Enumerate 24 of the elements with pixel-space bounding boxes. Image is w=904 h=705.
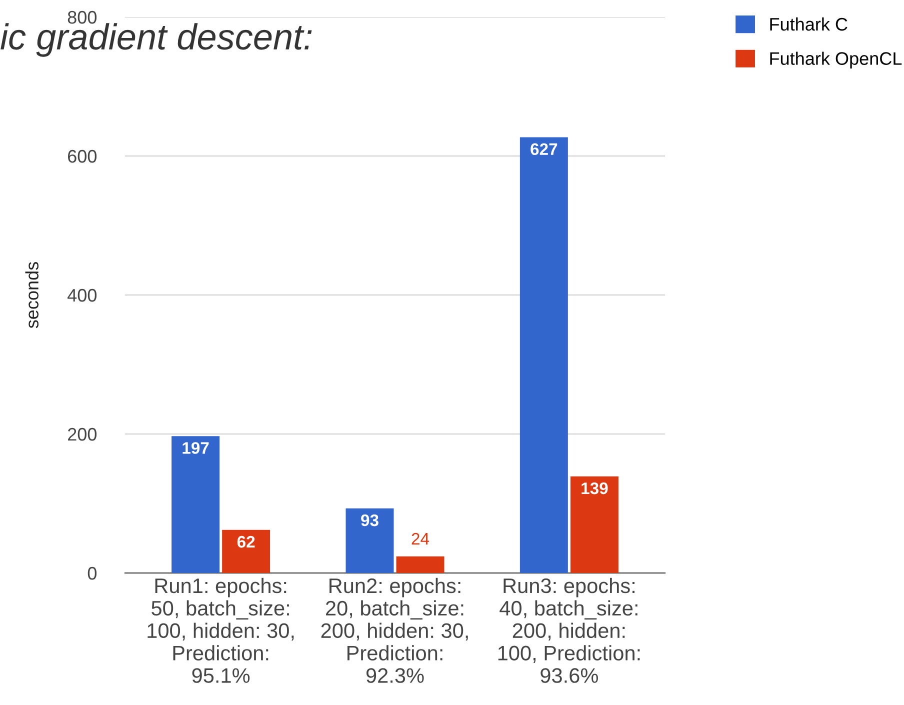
x-tick-label: Run1: epochs: 50, batch_size: 100, hidden: 30, Prediction: 95.1% xyxy=(148,578,294,683)
bar xyxy=(222,530,270,573)
chart-title: ic gradient descent: xyxy=(0,23,312,57)
data-label: 197 xyxy=(182,442,209,454)
bar xyxy=(172,436,220,573)
y-tick-label: 400 xyxy=(68,288,97,302)
bar xyxy=(396,556,444,573)
bar xyxy=(520,137,568,573)
bar xyxy=(570,476,618,573)
y-tick-label: 600 xyxy=(68,150,97,163)
y-tick-label: 200 xyxy=(68,428,97,441)
data-label: 627 xyxy=(530,143,558,156)
y-tick-label: 0 xyxy=(88,566,97,580)
legend-label: Futhark OpenCL xyxy=(770,52,902,69)
data-label: 93 xyxy=(361,514,378,526)
x-tick-label: Run2: epochs: 20, batch_size: 200, hidden: 30, Prediction: 92.3% xyxy=(321,578,468,683)
x-tick-label: Run3: epochs: 40, batch_size: 200, hidden: 100, Prediction: 93.6% xyxy=(498,578,640,683)
data-label: 62 xyxy=(237,536,255,548)
bar xyxy=(346,508,394,573)
data-label: 24 xyxy=(412,532,430,545)
legend-label: Futhark C xyxy=(770,17,848,31)
y-tick-label: 800 xyxy=(68,10,97,24)
y-axis-title: seconds xyxy=(25,262,39,328)
data-label: 139 xyxy=(582,482,608,494)
